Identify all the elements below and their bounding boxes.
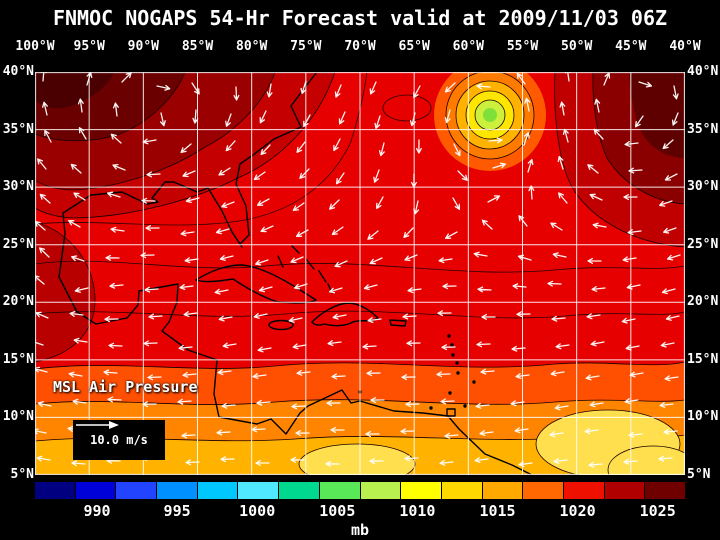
colorbar-labels: 990 995 1000 1005 1010 1015 1020 1025: [35, 502, 685, 520]
colorbar-segment: [481, 482, 523, 499]
lon-tick-label: 90°W: [127, 39, 159, 54]
grid-lines: [35, 72, 685, 475]
lat-tick-label: 35°N: [687, 121, 719, 137]
colorbar-segment: [35, 482, 75, 499]
colorbar-segment: [522, 482, 563, 499]
lon-tick-label: 40°W: [669, 39, 701, 54]
lat-tick-label: 20°N: [687, 294, 719, 310]
colorbar-tick-label: 990: [83, 502, 111, 520]
colorbar-tick-label: 1025: [639, 502, 676, 520]
colorbar-tick-label: 1005: [319, 502, 356, 520]
colorbar-segment: [196, 482, 238, 499]
colorbar-segment: [318, 482, 360, 499]
lat-tick-label: 25°N: [2, 236, 34, 252]
lat-tick-label: 35°N: [2, 121, 34, 137]
lat-tick-label: 5°N: [10, 467, 34, 482]
lon-tick-label: 60°W: [452, 39, 484, 54]
lon-tick-label: 70°W: [344, 39, 376, 54]
lon-tick-label: 85°W: [181, 39, 214, 54]
lon-tick-label: 50°W: [561, 39, 593, 54]
colorbar-tick-label: 995: [163, 502, 191, 520]
colorbar-tick-label: 1000: [239, 502, 276, 520]
pressure-map-canvas: [35, 72, 685, 475]
lat-labels-left: 40°N 35°N 30°N 25°N 20°N 15°N 10°N 5°N: [1, 64, 34, 482]
lat-tick-label: 10°N: [687, 409, 719, 425]
wind-scale-arrow-icon: [76, 421, 119, 429]
field-label: MSL Air Pressure: [53, 378, 198, 396]
lon-labels-row: 100°W 95°W 90°W 85°W 80°W 75°W 70°W 65°W 60°W 55°…: [15, 39, 700, 55]
map-title: FNMOC NOGAPS 54-Hr Forecast valid at 200…: [52, 6, 668, 30]
colorbar-segment: [562, 482, 604, 499]
colorbar-segment: [74, 482, 116, 499]
colorbar-segment: [359, 482, 401, 499]
lat-tick-label: 40°N: [2, 64, 34, 79]
colorbar-segment: [603, 482, 645, 499]
lat-tick-label: 5°N: [687, 467, 711, 482]
lon-tick-label: 55°W: [506, 39, 539, 54]
colorbar-segment: [440, 482, 482, 499]
colorbar-segment: [156, 482, 197, 499]
lat-labels-right: 40°N 35°N 30°N 25°N 20°N 15°N 10°N 5°N: [687, 64, 720, 482]
lon-tick-label: 65°W: [398, 39, 430, 54]
lon-tick-label: 80°W: [236, 39, 268, 54]
colorbar-segment: [115, 482, 157, 499]
lat-tick-label: 25°N: [687, 236, 719, 252]
lon-tick-label: 45°W: [615, 39, 647, 54]
colorbar: [35, 482, 685, 499]
lat-tick-label: 30°N: [2, 179, 34, 195]
lon-tick-label: 100°W: [15, 39, 55, 54]
colorbar-segment: [237, 482, 279, 499]
colorbar-segment: [278, 482, 319, 499]
colorbar-unit: mb: [350, 521, 370, 539]
lat-tick-label: 40°N: [687, 64, 719, 79]
map-area: MSL Air Pressure 10.0 m/s: [35, 72, 685, 475]
colorbar-segment: [644, 482, 685, 499]
lat-tick-label: 10°N: [2, 409, 34, 425]
lat-tick-label: 15°N: [2, 351, 34, 367]
colorbar-tick-label: 1020: [559, 502, 596, 520]
lon-tick-label: 95°W: [73, 39, 105, 54]
colorbar-tick-label: 1010: [399, 502, 436, 520]
colorbar-tick-label: 1015: [479, 502, 516, 520]
contour-lines: [35, 72, 685, 319]
lat-tick-label: 30°N: [687, 179, 719, 195]
lat-tick-label: 20°N: [2, 294, 34, 310]
lon-tick-label: 75°W: [290, 39, 322, 54]
lat-tick-label: 15°N: [687, 351, 719, 367]
wind-scale-box: 10.0 m/s: [73, 420, 165, 460]
colorbar-segment: [400, 482, 441, 499]
wind-arrows: [35, 72, 681, 468]
wind-scale-label: 10.0 m/s: [90, 433, 148, 447]
